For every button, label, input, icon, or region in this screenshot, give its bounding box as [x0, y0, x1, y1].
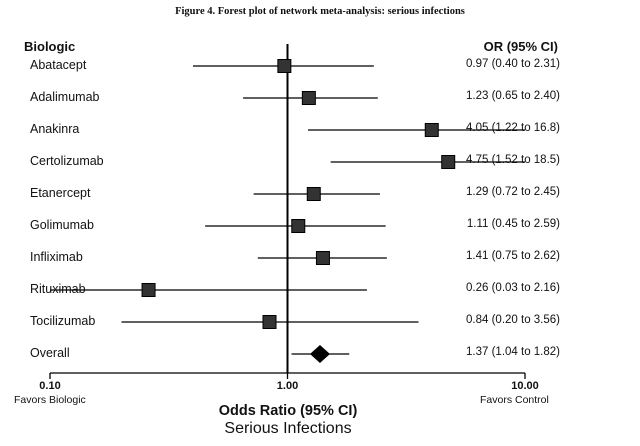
row-label: Tocilizumab [30, 314, 96, 328]
figure-caption: Figure 4. Forest plot of network meta-an… [175, 6, 465, 17]
row-or-value: 1.23 (0.65 to 2.40) [466, 90, 560, 102]
overall-diamond [309, 345, 330, 363]
chart-subtitle: Serious Infections [224, 420, 352, 437]
row-or-value: 1.29 (0.72 to 2.45) [466, 186, 560, 198]
row-label: Abatacept [30, 58, 87, 72]
or-header: OR (95% CI) [483, 39, 558, 54]
point-estimate-marker [141, 283, 156, 297]
point-estimate-marker [315, 251, 330, 265]
x-tick-label: 1.00 [276, 380, 299, 392]
favors-biologic-label: Favors Biologic [14, 394, 86, 406]
row-label: Anakinra [30, 122, 80, 136]
favors-control-label: Favors Control [480, 394, 549, 406]
row-or-value: 0.26 (0.03 to 2.16) [466, 282, 560, 294]
row-or-value: 4.05 (1.22 to 16.8) [466, 122, 560, 134]
x-tick-label: 0.10 [39, 380, 61, 392]
row-or-value: 0.97 (0.40 to 2.31) [466, 58, 560, 70]
point-estimate-marker [291, 219, 306, 233]
row-label: Infliximab [30, 250, 83, 264]
row-or-value: 1.11 (0.45 to 2.59) [466, 218, 560, 230]
point-estimate-marker [262, 315, 277, 329]
point-estimate-marker [301, 91, 316, 105]
biologic-header: Biologic [24, 39, 76, 54]
row-label: Rituximab [30, 282, 86, 296]
point-estimate-marker [441, 155, 456, 169]
row-or-value: 1.41 (0.75 to 2.62) [466, 250, 560, 262]
x-tick-label: 10.00 [511, 380, 539, 392]
overall-or-value: 1.37 (1.04 to 1.82) [466, 346, 560, 358]
row-label: Certolizumab [30, 154, 104, 168]
overall-label: Overall [30, 346, 70, 360]
point-estimate-marker [306, 187, 321, 201]
row-label: Etanercept [30, 186, 91, 200]
row-label: Golimumab [30, 218, 94, 232]
row-label: Adalimumab [30, 90, 100, 104]
row-or-value: 4.75 (1.52 to 18.5) [466, 154, 560, 166]
point-estimate-marker [424, 123, 439, 137]
row-or-value: 0.84 (0.20 to 3.56) [466, 314, 560, 326]
point-estimate-marker [277, 59, 292, 73]
x-axis-label: Odds Ratio (95% CI) [218, 403, 358, 419]
